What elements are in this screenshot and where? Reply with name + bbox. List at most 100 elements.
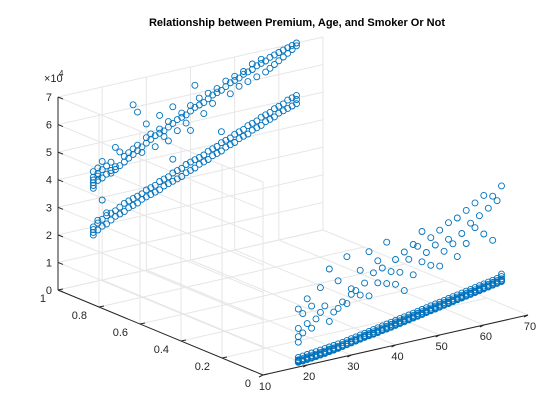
data-point (325, 265, 333, 273)
x-tick-label: 30 (347, 361, 359, 373)
z-tick-label: 6 (46, 120, 52, 132)
data-point (409, 241, 417, 248)
data-point (244, 78, 252, 86)
data-point (98, 196, 106, 204)
data-point (235, 74, 243, 82)
data-point (462, 240, 470, 247)
data-point (253, 73, 261, 81)
y-tick-label: 0.8 (72, 310, 87, 322)
data-point (427, 234, 435, 242)
x-tick-mark (391, 344, 396, 348)
data-point (387, 321, 395, 328)
data-point (294, 305, 302, 313)
data-point (94, 172, 102, 180)
data-point (462, 289, 470, 297)
data-point (356, 266, 364, 274)
chart-title: Relationship between Premium, Age, and S… (149, 17, 445, 29)
data-point (299, 329, 307, 337)
grid-line-z-side (57, 234, 264, 321)
data-point (178, 164, 186, 172)
data-point (164, 123, 172, 131)
grid-line-z-back (57, 91, 324, 153)
x-tick-label: 40 (391, 351, 403, 363)
data-point (418, 258, 426, 266)
grid-line-x-floor (190, 259, 396, 346)
data-point (111, 143, 119, 151)
data-point (414, 242, 422, 250)
y-tick-mark (221, 356, 228, 359)
z-tick-mark (57, 206, 64, 210)
data-point (94, 164, 102, 172)
data-point (489, 192, 497, 200)
data-point (480, 282, 488, 290)
z-tick-mark (57, 289, 64, 293)
data-point (204, 156, 212, 163)
z-tick-label: 5 (46, 147, 52, 159)
grid-line-z-back (57, 119, 324, 181)
data-point (405, 255, 413, 263)
data-point (257, 121, 265, 129)
data-point (120, 208, 128, 216)
data-point (103, 220, 111, 228)
data-point (303, 355, 311, 363)
data-point (125, 149, 133, 157)
data-point (142, 139, 150, 147)
data-point (422, 306, 430, 314)
x-tick-mark (523, 314, 529, 318)
data-point (103, 162, 111, 170)
data-point (303, 295, 311, 303)
data-point (498, 182, 505, 190)
z-tick-mark (57, 96, 64, 100)
x-tick-label: 50 (436, 341, 448, 353)
x-tick-mark (435, 334, 440, 338)
grid-line-y-floor (139, 263, 406, 325)
data-point (308, 353, 316, 361)
data-point (369, 330, 377, 337)
y-tick-mark (98, 305, 105, 308)
grid-line-x-floor (322, 229, 529, 316)
data-point (160, 127, 168, 135)
data-point (89, 182, 97, 189)
y-tick-label: 0 (245, 378, 251, 390)
z-tick-mark (57, 151, 64, 155)
data-point (383, 322, 391, 330)
data-point (493, 197, 501, 205)
data-point (129, 150, 137, 158)
z-tick-label: 3 (46, 202, 52, 214)
data-point (316, 308, 324, 316)
data-point (343, 300, 351, 308)
data-point (498, 273, 505, 281)
data-point (235, 82, 243, 90)
data-point (160, 132, 168, 140)
data-point (107, 167, 115, 174)
data-point (147, 130, 155, 138)
data-point (449, 240, 457, 248)
data-point (240, 125, 247, 133)
data-point (107, 169, 115, 177)
data-point (182, 119, 190, 127)
y-tick-label: 0.4 (154, 344, 169, 356)
data-point (334, 277, 342, 285)
data-point (222, 83, 230, 91)
x-tick-label: 10 (259, 381, 271, 393)
data-point (400, 315, 408, 323)
data-point (116, 148, 124, 156)
data-point (383, 238, 391, 246)
data-point (392, 256, 399, 263)
data-point (409, 271, 417, 279)
data-point (187, 107, 194, 115)
grid-line-z-side (57, 261, 264, 348)
data-point (187, 126, 194, 134)
data-point (270, 113, 278, 121)
data-point (94, 216, 102, 224)
data-point (339, 298, 346, 306)
data-point (303, 353, 311, 361)
data-point (365, 292, 373, 300)
data-point (94, 226, 102, 234)
data-point (299, 310, 307, 318)
data-point (98, 174, 106, 182)
data-point (134, 141, 141, 149)
data-point (103, 170, 111, 178)
data-point (204, 89, 212, 97)
